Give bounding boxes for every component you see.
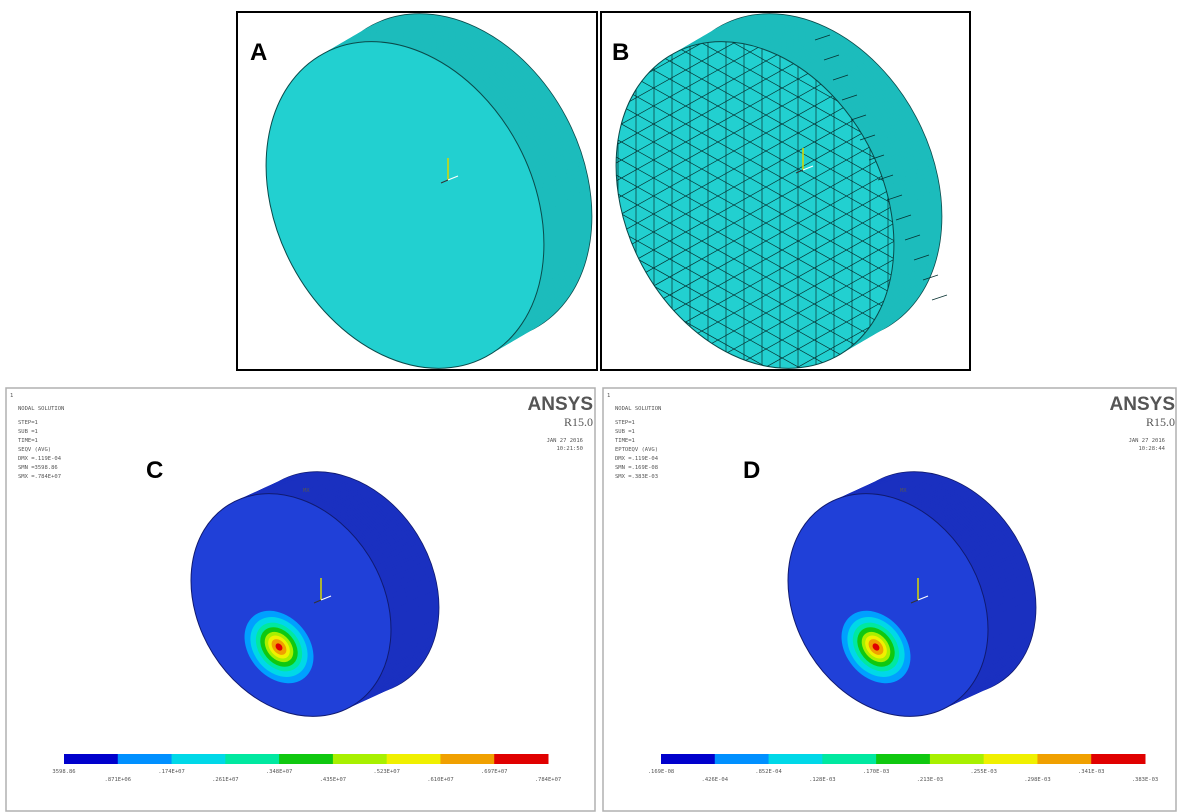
mesh-line <box>500 0 1000 12</box>
legend-label: .170E-03 <box>863 769 890 775</box>
legend-swatch <box>822 754 876 764</box>
time: 10:28:44 <box>1139 446 1166 452</box>
legend-label: .128E-03 <box>809 777 836 783</box>
panel-label: B <box>612 39 629 66</box>
date: JAN 27 2016 <box>1129 438 1165 444</box>
legend-swatch <box>661 754 715 764</box>
legend-label: .523E+07 <box>373 769 400 775</box>
legend-swatch <box>876 754 930 764</box>
legend-swatch <box>225 754 279 764</box>
legend-swatch <box>387 754 441 764</box>
legend-label: .697E+07 <box>481 769 508 775</box>
info-line: DMX =.119E-04 <box>18 456 62 462</box>
legend-swatch <box>333 754 387 764</box>
figure: A B 1 NODAL SOLUTION STEP=1 SUB =1 TIME=1 SEQV … <box>0 0 1177 812</box>
version: R15.0 <box>1146 415 1175 429</box>
legend-swatch <box>279 754 333 764</box>
info-line: DMX =.119E-04 <box>615 456 659 462</box>
legend-label: .852E-04 <box>755 769 782 775</box>
legend-label: .610E+07 <box>427 777 454 783</box>
plot-title: NODAL SOLUTION <box>18 406 64 412</box>
legend-label: .255E-03 <box>970 769 997 775</box>
legend-swatch <box>1037 754 1091 764</box>
info-line: SUB =1 <box>615 429 635 435</box>
max-marker: MX <box>303 488 310 494</box>
info-line: TIME=1 <box>615 438 635 444</box>
info-line: SMX =.383E-03 <box>615 474 658 480</box>
legend-label: 3598.86 <box>52 769 75 775</box>
logo: ANSYS <box>1110 394 1175 415</box>
legend-swatch <box>984 754 1038 764</box>
info-line: TIME=1 <box>18 438 38 444</box>
mesh-line <box>500 0 1000 12</box>
info-line: SUB =1 <box>18 429 38 435</box>
plot-title: NODAL SOLUTION <box>615 406 661 412</box>
legend-swatch <box>494 754 548 764</box>
legend-label: .169E-08 <box>648 769 675 775</box>
legend-label: .298E-03 <box>1024 777 1051 783</box>
panel-label: C <box>146 457 163 484</box>
info-line: SMX =.784E+07 <box>18 474 61 480</box>
legend-label: .784E+07 <box>535 777 562 783</box>
info-line: SEQV (AVG) <box>18 447 51 453</box>
legend-label: .426E-04 <box>702 777 729 783</box>
info-line: SMN =3598.86 <box>18 465 58 471</box>
max-marker: MX <box>900 488 907 494</box>
legend-swatch <box>440 754 494 764</box>
time: 10:21:50 <box>557 446 584 452</box>
legend-swatch <box>715 754 769 764</box>
legend-swatch <box>930 754 984 764</box>
info-line: STEP=1 <box>615 420 635 426</box>
date: JAN 27 2016 <box>547 438 583 444</box>
legend-label: .435E+07 <box>320 777 347 783</box>
legend-label: .261E+07 <box>212 777 239 783</box>
legend-swatch <box>769 754 823 764</box>
legend-swatch <box>172 754 226 764</box>
legend-label: .341E-03 <box>1078 769 1105 775</box>
legend-label: .348E+07 <box>266 769 293 775</box>
legend-swatch <box>64 754 118 764</box>
version: R15.0 <box>564 415 593 429</box>
legend-swatch <box>118 754 172 764</box>
corner-number: 1 <box>10 393 13 399</box>
legend-label: .174E+07 <box>158 769 185 775</box>
logo: ANSYS <box>528 394 593 415</box>
info-line: EPTOEQV (AVG) <box>615 447 658 453</box>
legend-label: .871E+06 <box>105 777 132 783</box>
info-line: SMN =.169E-08 <box>615 465 658 471</box>
legend-label: .213E-03 <box>917 777 944 783</box>
panel-label: D <box>743 457 760 484</box>
legend-swatch <box>1091 754 1145 764</box>
corner-number: 1 <box>607 393 610 399</box>
legend-label: .383E-03 <box>1132 777 1159 783</box>
panel-label: A <box>250 39 267 66</box>
info-line: STEP=1 <box>18 420 38 426</box>
